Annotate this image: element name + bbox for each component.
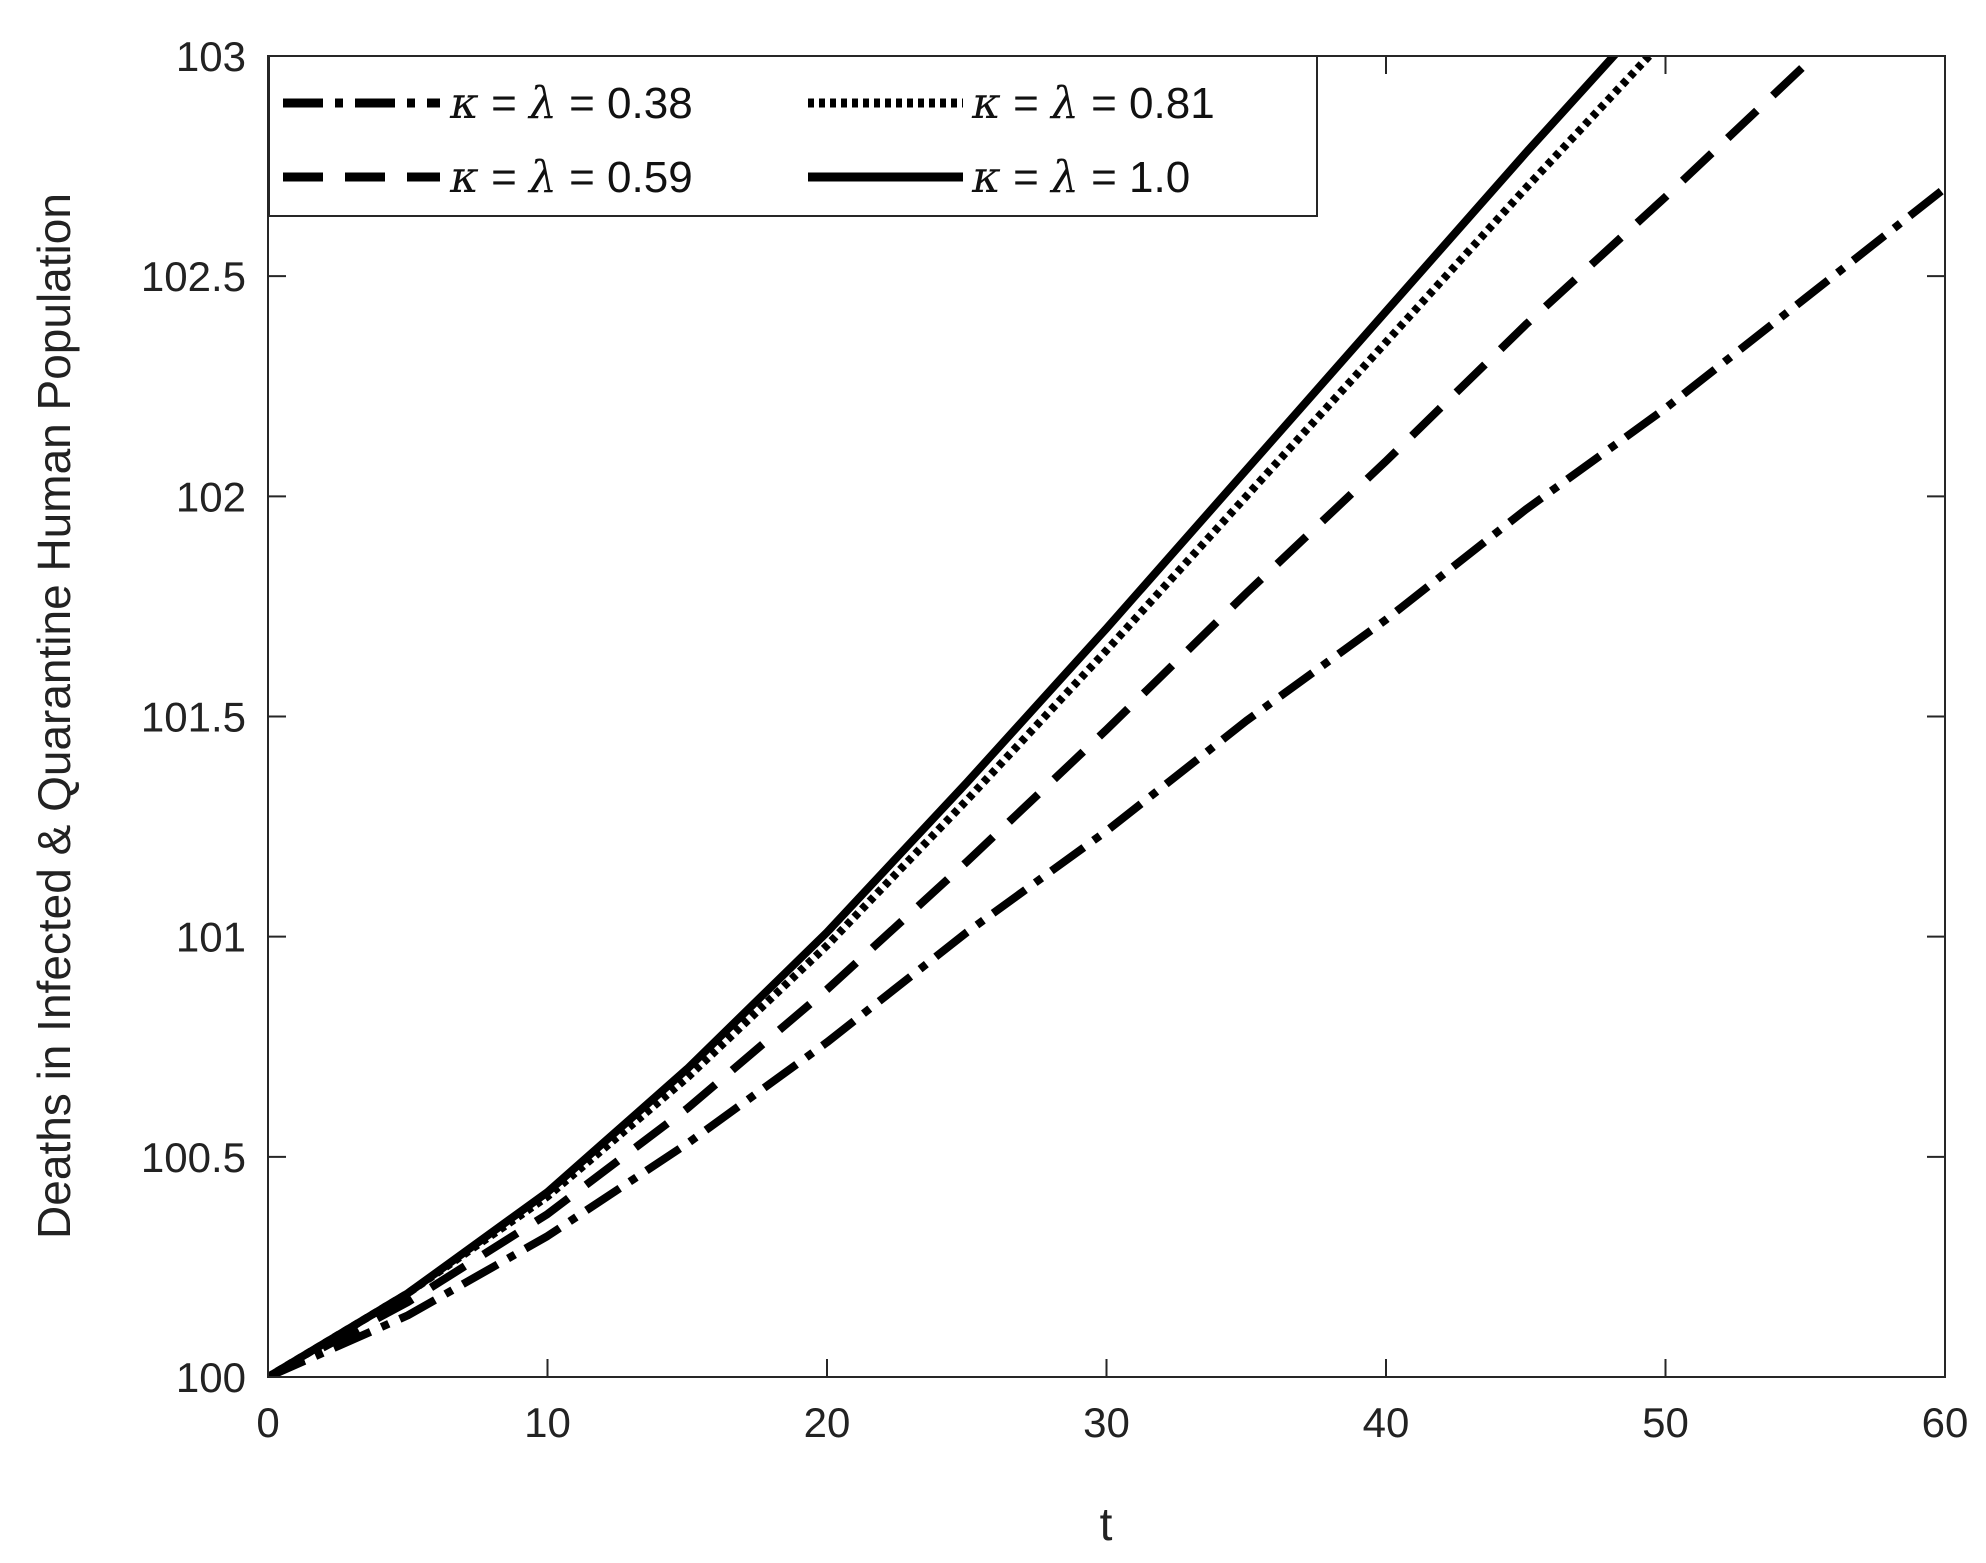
legend: κ = λ = 0.38 κ = λ = 0.81 κ = λ = 0.59 κ… [268, 55, 1318, 217]
x-tick-label: 40 [1363, 1399, 1410, 1446]
legend-label-4: κ = λ = 1.0 [971, 152, 1190, 203]
x-tick-label: 20 [804, 1399, 851, 1446]
x-tick-label: 30 [1083, 1399, 1130, 1446]
legend-label-2: κ = λ = 0.59 [449, 152, 693, 203]
legend-box [268, 55, 1318, 217]
y-tick-label: 101 [176, 914, 246, 961]
y-tick-label: 102 [176, 473, 246, 520]
y-axis-title: Deaths in Infected & Quarantine Human Po… [28, 193, 80, 1239]
plot-frame [267, 55, 1946, 1378]
y-tick-label: 101.5 [141, 694, 246, 741]
y-tick-label: 100.5 [141, 1134, 246, 1181]
x-tick-label: 0 [256, 1399, 279, 1446]
series-line-4 [268, 56, 1620, 1377]
series-line-2 [268, 56, 1821, 1377]
x-tick-label: 10 [524, 1399, 571, 1446]
series-layer [268, 56, 1945, 1377]
series-line-1 [268, 184, 1945, 1377]
y-tick-label: 103 [176, 33, 246, 80]
tick-labels-layer: 0 10 20 30 40 50 60 100 100.5 101 101.5 102 102.5 103 [141, 33, 1968, 1446]
y-tick-label: 100 [176, 1354, 246, 1401]
legend-label-3: κ = λ = 0.81 [971, 78, 1215, 129]
x-tick-label: 50 [1642, 1399, 1689, 1446]
x-tick-label: 60 [1922, 1399, 1969, 1446]
ticks-layer [267, 55, 1946, 1378]
x-axis-title: t [1100, 1498, 1113, 1550]
legend-label-1: κ = λ = 0.38 [449, 78, 693, 129]
y-tick-label: 102.5 [141, 253, 246, 300]
